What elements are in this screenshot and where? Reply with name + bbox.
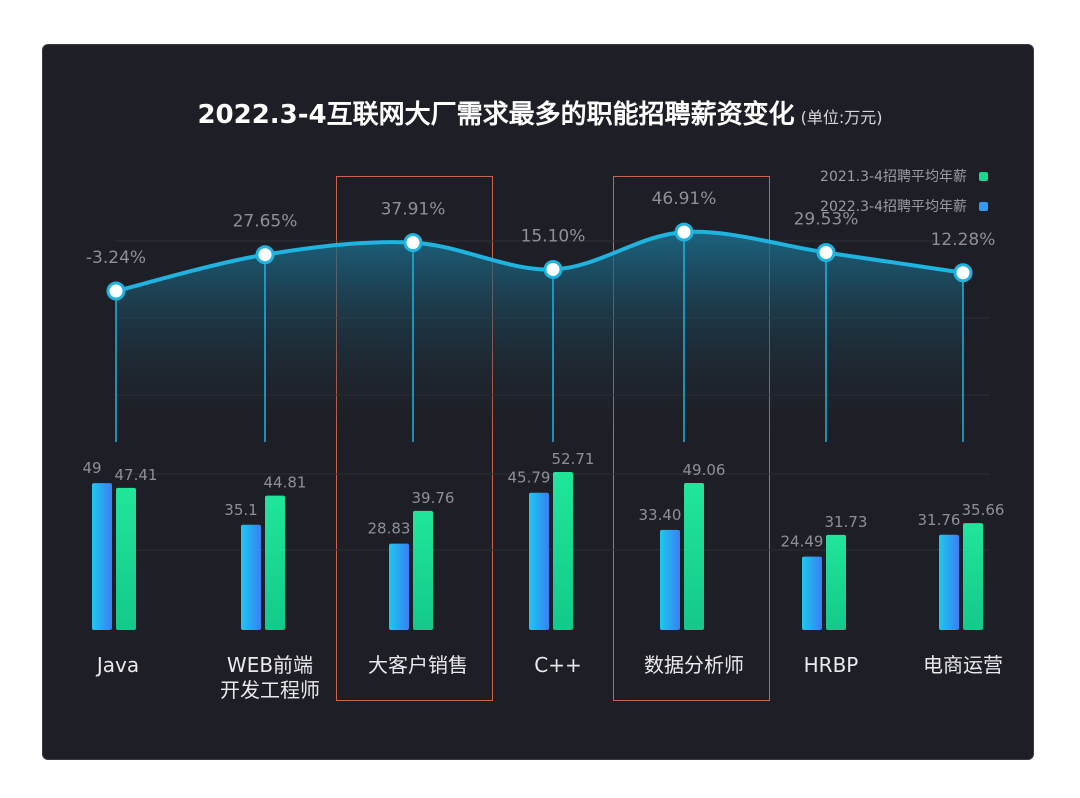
bar-label-2021: 47.41 [115,466,158,484]
bar-label-2021: 39.76 [412,489,455,507]
category-label: 数据分析师 [644,653,744,677]
category-label-line2: 开发工程师 [220,678,320,702]
bar-2022 [92,483,112,630]
bar-2021 [553,472,573,630]
bar-2021 [826,534,846,630]
change-label: 29.53% [794,210,859,230]
bar-label-2022: 31.76 [918,511,961,529]
bar-label-2021: 52.71 [552,450,595,468]
legend-item-2021: 2021.3-4招聘平均年薪 [820,166,988,186]
bar-2021 [684,482,704,630]
category-label: C++ [534,653,581,677]
bar-label-2021: 35.66 [962,501,1005,519]
bar-label-2021: 44.81 [264,474,307,492]
category-label: HRBP [804,653,859,677]
change-point [953,263,973,283]
bar-label-2022: 28.83 [368,520,411,538]
bar-2022 [939,534,959,630]
bar-label-2022: 24.49 [781,533,824,551]
bar-2021 [265,495,285,630]
bar-2021 [963,523,983,630]
bar-2022 [529,492,549,630]
chart-title: 2022.3-4互联网大厂需求最多的职能招聘薪资变化 (单位:万元) [0,94,1080,131]
category-label: Java [95,653,139,677]
change-label: 37.91% [381,200,446,220]
legend-swatch-2022 [979,201,988,211]
category-label: WEB前端 [227,653,313,677]
bar-2022 [389,543,409,630]
bar-label-2022: 45.79 [508,469,551,487]
category-label: 大客户销售 [368,653,468,677]
legend-label-2022: 2022.3-4招聘平均年薪 [820,199,967,215]
change-point [543,259,563,279]
change-label: 15.10% [521,226,586,246]
bar-label-2021: 49.06 [683,461,726,479]
bar-label-2021: 31.73 [825,513,868,531]
bar-label-2022: 35.1 [224,501,257,519]
change-point [106,281,126,301]
legend-item-2022: 2022.3-4招聘平均年薪 [820,196,988,216]
change-label: 46.91% [652,189,717,209]
legend-label-2021: 2021.3-4招聘平均年薪 [820,169,967,185]
change-point [403,233,423,253]
legend-swatch-2021 [979,171,988,181]
change-label: 12.28% [931,230,996,250]
bar-label-2022: 33.40 [639,506,682,524]
chart-unit: (单位:万元) [800,108,883,127]
bar-2022 [241,524,261,630]
change-label: 27.65% [233,212,298,232]
bar-2021 [413,510,433,630]
bar-2021 [116,487,136,630]
change-label: -3.24% [86,248,146,268]
change-point [816,243,836,263]
bar-label-2022: 49 [82,459,101,477]
change-point [674,222,694,242]
change-point [255,245,275,265]
bar-2022 [660,529,680,630]
chart-title-text: 2022.3-4互联网大厂需求最多的职能招聘薪资变化 [197,100,795,130]
change-area [116,231,963,440]
bar-2022 [802,556,822,630]
category-label: 电商运营 [923,653,1003,677]
